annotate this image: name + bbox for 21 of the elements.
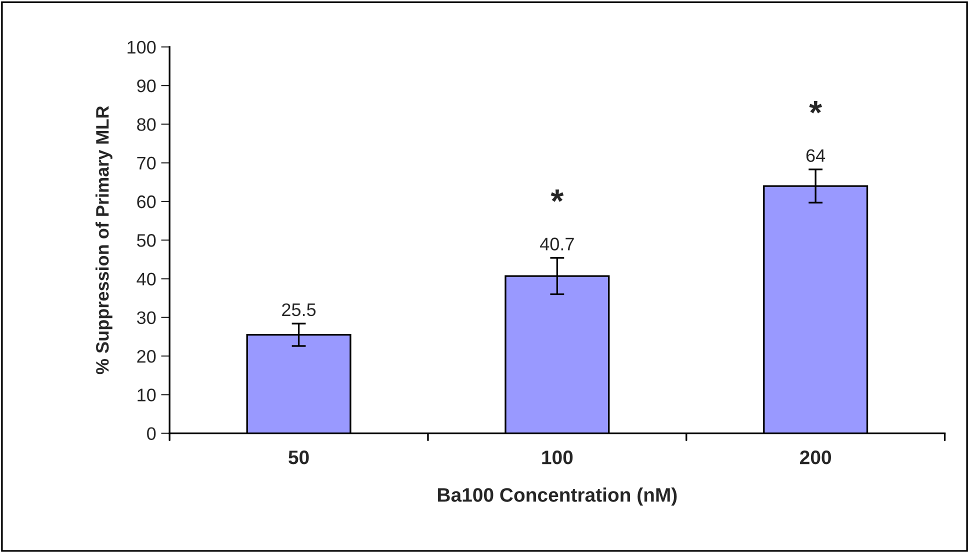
y-tick-label: 50 xyxy=(137,234,156,247)
data-label: 25.5 xyxy=(282,303,316,316)
annotation: * xyxy=(550,189,564,202)
y-tick-label: 10 xyxy=(138,388,156,402)
y-tick-label: 100 xyxy=(128,40,156,54)
annotation: * xyxy=(809,101,822,114)
y-tick-label: 20 xyxy=(137,350,156,363)
y-tick-label: 70 xyxy=(137,156,156,170)
y-tick-label: 0 xyxy=(147,427,156,440)
y-axis-title: % Suppression of Primary MLR xyxy=(96,106,112,374)
y-tick-label: 40 xyxy=(136,272,156,286)
data-label: 40.7 xyxy=(540,238,574,250)
x-tick-label: 100 xyxy=(542,450,573,464)
x-tick-label: 50 xyxy=(288,450,309,464)
data-label: 64 xyxy=(806,149,826,162)
x-axis-title: Ba100 Concentration (nM) xyxy=(438,488,677,506)
x-tick-label: 200 xyxy=(800,450,831,464)
y-tick-label: 90 xyxy=(137,79,156,92)
y-tick-label: 60 xyxy=(137,195,156,208)
y-tick-label: 30 xyxy=(136,311,156,324)
y-tick-label: 80 xyxy=(137,118,156,131)
